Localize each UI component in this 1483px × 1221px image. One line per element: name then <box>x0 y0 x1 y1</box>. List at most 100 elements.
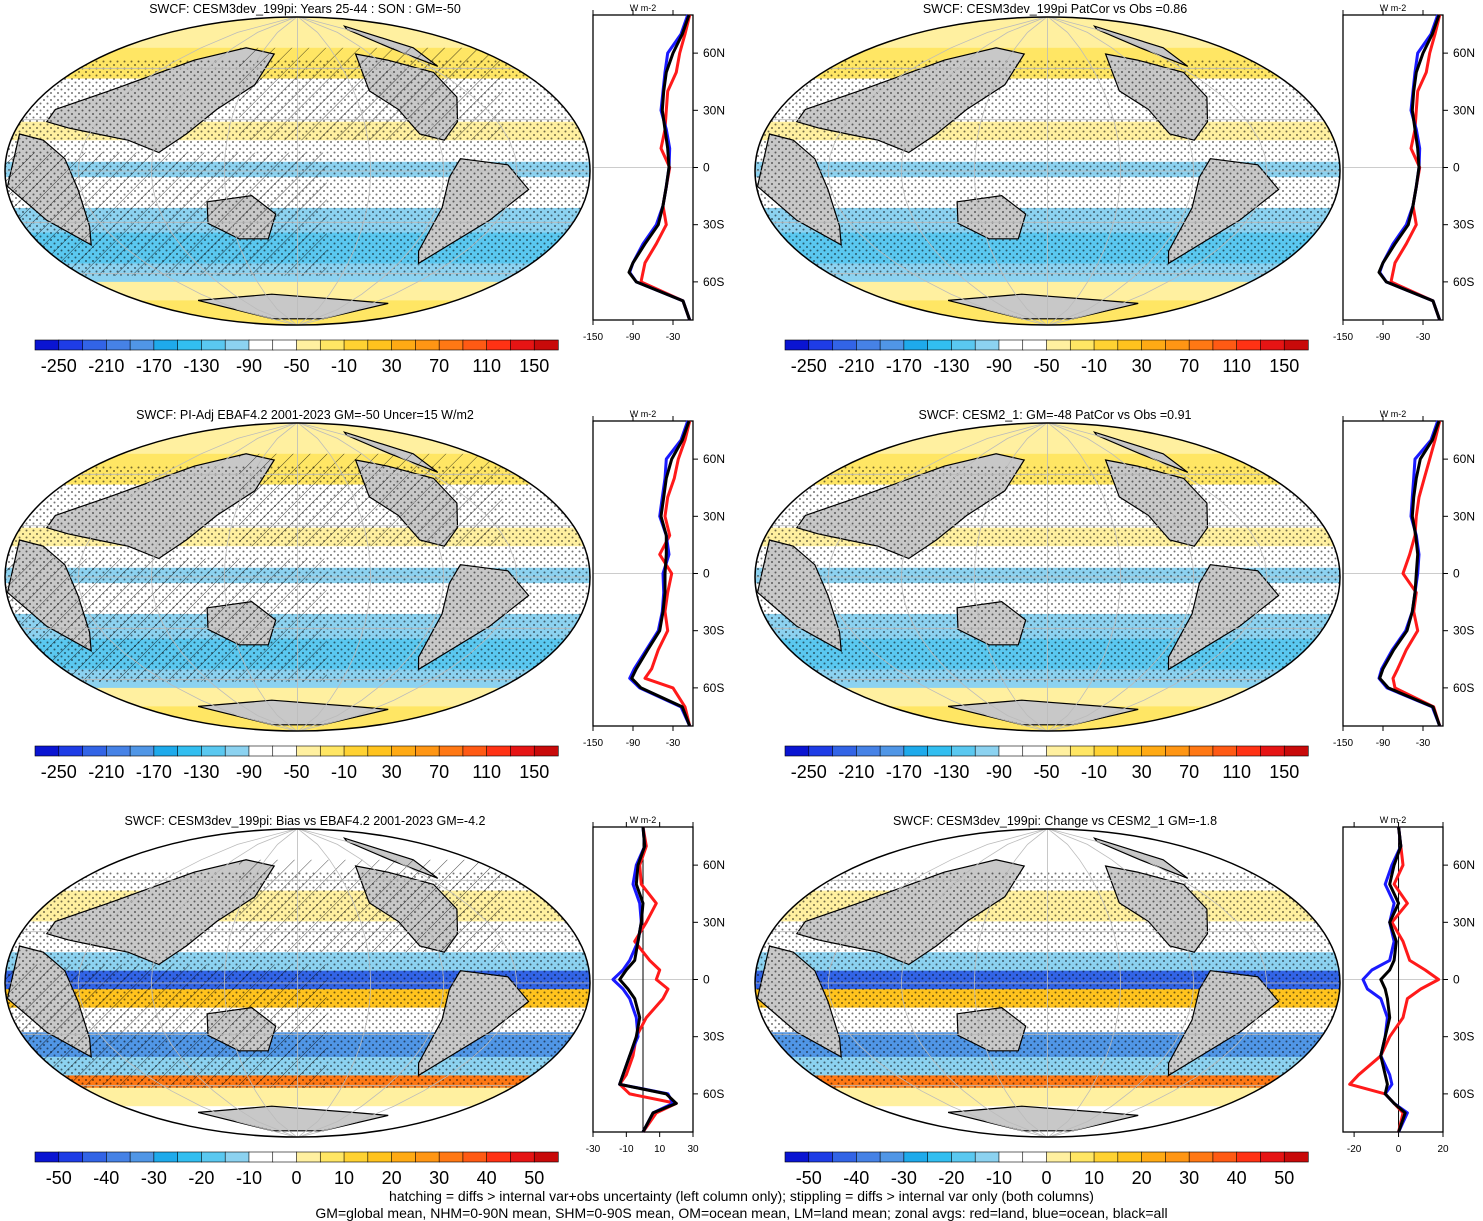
x-tick-label: -30 <box>1416 332 1431 343</box>
graticule-lon <box>150 17 297 325</box>
colorbar-box <box>1141 745 1166 757</box>
colorbar-box <box>438 1151 464 1163</box>
graticule-lon <box>223 423 298 731</box>
y-tick-label: 60N <box>1453 46 1475 60</box>
y-tick-label: 60S <box>703 681 724 695</box>
x-tick-label: 0 <box>1396 1144 1402 1155</box>
colorbar-box <box>129 339 155 351</box>
colorbar-tick-label: -10 <box>331 762 357 782</box>
colorbar-tick-label: -170 <box>136 356 172 376</box>
colorbar-box <box>224 339 250 351</box>
y-tick-label: 30N <box>703 509 725 523</box>
zonal-series-land <box>618 826 678 1133</box>
colorbar-tick-label: -210 <box>88 762 124 782</box>
colorbar-box <box>224 745 250 757</box>
colorbar-box <box>272 745 298 757</box>
colorbar-tick-label: 30 <box>1179 1168 1199 1188</box>
y-tick-label: 30S <box>703 624 724 638</box>
zonal-series-all <box>627 14 692 321</box>
colorbar-box <box>533 745 559 757</box>
zonal-unit-label: W m-2 <box>630 815 657 825</box>
panel-title: SWCF: CESM3dev_199pi: Change vs CESM2_1 … <box>893 814 1217 828</box>
zonal-series-all <box>618 826 678 1133</box>
colorbar-box <box>1212 1151 1238 1163</box>
colorbar-box <box>153 339 179 351</box>
colorbar-tick-label: 50 <box>524 1168 544 1188</box>
hatching-overlay <box>239 859 503 953</box>
x-tick-label: -150 <box>1333 332 1353 343</box>
colorbar-box <box>1117 745 1143 757</box>
colorbar-box <box>808 745 834 757</box>
colorbar-tick-label: 70 <box>429 356 449 376</box>
map-outline <box>4 422 591 732</box>
colorbar-tick-label: 110 <box>472 356 501 376</box>
colorbar-box <box>974 339 1000 351</box>
colorbar-box <box>998 339 1024 351</box>
colorbar-box <box>415 1151 440 1163</box>
colorbar-box <box>1212 339 1238 351</box>
colorbar-tick-label: -10 <box>1081 356 1107 376</box>
colorbar-box <box>1283 339 1309 351</box>
colorbar-box <box>510 339 535 351</box>
graticule-lon <box>1049 17 1268 325</box>
graticule-lon <box>297 829 372 1137</box>
colorbar-box <box>856 1151 881 1163</box>
colorbar-tick-label: -10 <box>1081 762 1107 782</box>
panel-title: SWCF: CESM3dev_199pi: Years 25-44 : SON … <box>149 2 461 16</box>
zonal-series-land <box>1348 826 1441 1133</box>
colorbar-tick-label: -130 <box>933 356 969 376</box>
graticule-lon <box>827 829 1046 1137</box>
colorbar-box <box>486 745 512 757</box>
colorbar-box <box>106 339 131 351</box>
map-outline <box>4 828 591 1138</box>
colorbar-box <box>34 1151 60 1163</box>
colorbar-box <box>106 745 131 757</box>
colorbar-box <box>832 745 857 757</box>
graticule-lon <box>1049 423 1268 731</box>
colorbar-box <box>177 745 203 757</box>
colorbar-box <box>153 1151 179 1163</box>
y-tick-label: 60N <box>703 46 725 60</box>
colorbar-tick-label: -250 <box>41 356 77 376</box>
colorbar-box <box>1046 339 1071 351</box>
colorbar-tick-label: -90 <box>986 356 1012 376</box>
colorbar-box <box>1117 339 1143 351</box>
x-tick-label: -90 <box>626 332 641 343</box>
colorbar-tick-label: -210 <box>838 356 874 376</box>
colorbar-box <box>903 339 929 351</box>
x-tick-label: 20 <box>1437 1144 1449 1155</box>
y-tick-label: 30S <box>703 1030 724 1044</box>
colorbar-box <box>343 745 369 757</box>
graticule-lon <box>1047 423 1122 731</box>
y-tick-label: 60S <box>703 1087 724 1101</box>
colorbar-box <box>998 745 1024 757</box>
colorbar-box <box>1260 745 1285 757</box>
y-tick-label: 60N <box>703 452 725 466</box>
graticule-lon <box>1048 829 1195 1137</box>
hatching-overlay <box>5 964 327 1088</box>
x-tick-label: -90 <box>626 738 641 749</box>
graticule-lon <box>150 829 297 1137</box>
y-tick-label: 60S <box>1453 1087 1474 1101</box>
colorbar-box <box>1188 1151 1214 1163</box>
graticule-lon <box>827 17 1046 325</box>
colorbar-box <box>1212 745 1238 757</box>
x-tick-label: 30 <box>687 1144 699 1155</box>
graticule-lon <box>77 17 296 325</box>
colorbar-tick-label: 150 <box>519 762 549 782</box>
colorbar-tick-label: 150 <box>1269 762 1299 782</box>
colorbar-tick-label: -40 <box>93 1168 119 1188</box>
colorbar-box <box>462 745 488 757</box>
colorbar-tick-label: -20 <box>188 1168 214 1188</box>
graticule-lon <box>1047 17 1122 325</box>
zonal-unit-label: W m-2 <box>630 3 657 13</box>
graticule-lon <box>150 423 297 731</box>
colorbar-box <box>951 339 976 351</box>
colorbar-box <box>1165 745 1190 757</box>
colorbar-box <box>951 1151 976 1163</box>
colorbar-tick-label: -90 <box>986 762 1012 782</box>
colorbar-box <box>927 1151 953 1163</box>
colorbar-box <box>248 1151 274 1163</box>
colorbar-box <box>367 745 393 757</box>
colorbar-tick-label: -50 <box>283 356 309 376</box>
